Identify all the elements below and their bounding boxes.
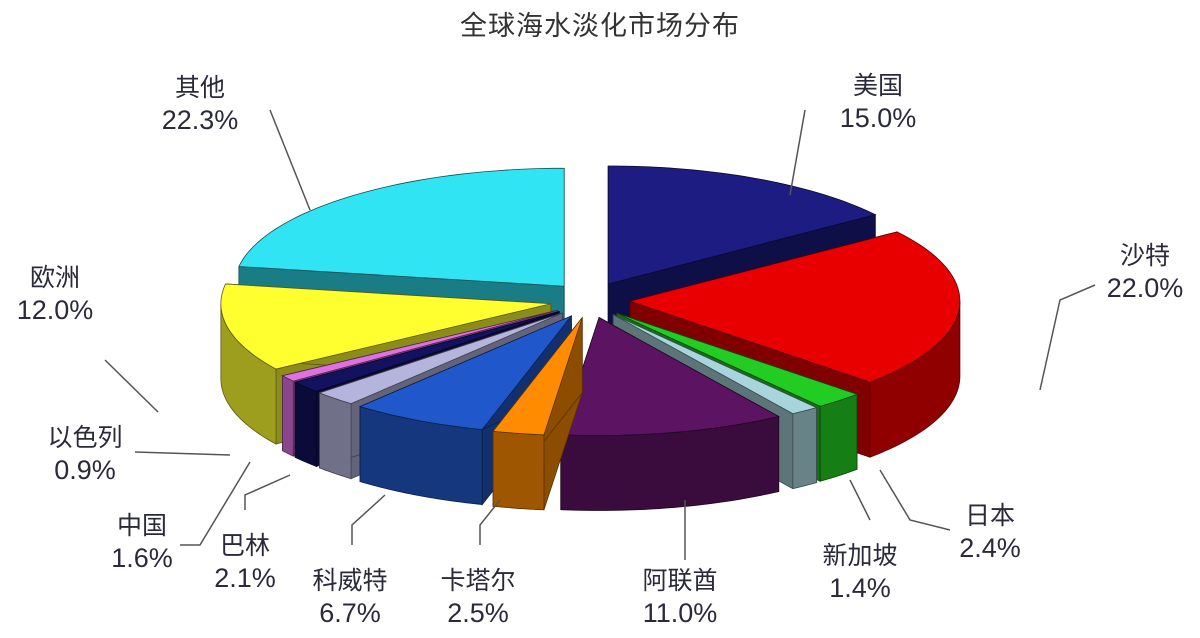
slice-top xyxy=(613,314,818,415)
label-other: 其他 22.3% xyxy=(162,72,239,136)
slice-value: 0.9% xyxy=(54,455,116,485)
slice-outer-wall xyxy=(492,430,545,511)
slice-top xyxy=(358,315,572,430)
slice-label: 以色列 xyxy=(47,423,123,452)
slice-value: 6.7% xyxy=(319,598,381,628)
leader-line-saudi xyxy=(1039,284,1096,391)
slice-label: 巴林 xyxy=(219,531,271,560)
slice-top xyxy=(238,167,565,287)
slice-top xyxy=(220,283,551,370)
slice-label: 沙特 xyxy=(1119,241,1170,270)
slice-4 xyxy=(560,316,780,511)
slice-5 xyxy=(492,316,583,511)
slice-top xyxy=(607,165,877,285)
label-europe: 欧洲 12.0% xyxy=(17,262,94,326)
leader-line-bahrain xyxy=(244,474,291,510)
slice-label: 阿联酋 xyxy=(642,566,718,595)
slice-label: 欧洲 xyxy=(29,263,80,292)
slice-top xyxy=(294,311,560,392)
leader-line-israel xyxy=(134,451,231,456)
slice-label: 其他 xyxy=(174,73,225,102)
slice-label: 卡塔尔 xyxy=(440,566,516,595)
label-saudi: 沙特 22.0% xyxy=(1107,240,1184,304)
slice-top xyxy=(616,312,859,407)
slice-value: 1.4% xyxy=(829,573,891,603)
slice-outer-wall xyxy=(294,381,317,467)
label-china: 中国 1.6% xyxy=(111,510,173,574)
leader-line-singapore xyxy=(849,479,871,521)
slice-outer-wall xyxy=(819,393,858,482)
slice-value: 11.0% xyxy=(642,598,718,628)
leader-line-usa xyxy=(789,109,806,196)
slice-value: 2.4% xyxy=(959,533,1021,563)
slice-top xyxy=(492,317,583,436)
leader-line-europe xyxy=(104,359,159,413)
slice-value: 1.6% xyxy=(111,543,173,573)
slice-outer-wall xyxy=(319,392,352,480)
slice-value: 2.5% xyxy=(447,598,509,628)
label-japan: 日本 2.4% xyxy=(959,500,1021,564)
label-usa: 美国 15.0% xyxy=(840,70,917,134)
label-qatar: 卡塔尔 2.5% xyxy=(440,565,515,629)
slice-6 xyxy=(358,314,572,506)
label-israel: 以色列 0.9% xyxy=(47,422,122,486)
leader-lines xyxy=(104,109,1096,560)
slice-value: 15.0% xyxy=(839,103,917,133)
leader-line-qatar xyxy=(479,499,501,545)
label-uae: 阿联酋 11.0% xyxy=(642,565,717,629)
leader-line-kuwait xyxy=(351,494,386,545)
slice-label: 中国 xyxy=(116,511,168,540)
slice-value: 22.3% xyxy=(161,105,239,135)
slice-top xyxy=(318,312,563,405)
label-singapore: 新加坡 1.4% xyxy=(822,540,897,604)
label-bahrain: 巴林 2.1% xyxy=(214,530,276,594)
chart-title: 全球海水淡化市场分布 xyxy=(460,11,740,42)
slice-outer-wall xyxy=(282,375,294,457)
leader-line-china xyxy=(180,461,251,546)
slice-value: 22.0% xyxy=(1106,273,1184,303)
slice-outer-wall xyxy=(792,407,817,490)
label-kuwait: 科威特 6.7% xyxy=(312,565,387,629)
slice-label: 新加坡 xyxy=(822,541,898,570)
slice-top xyxy=(628,231,961,383)
slice-value: 2.1% xyxy=(214,563,276,593)
leader-line-other xyxy=(269,109,311,211)
slice-value: 12.0% xyxy=(16,295,94,325)
slice-label: 日本 xyxy=(964,501,1016,530)
slice-label: 科威特 xyxy=(312,566,388,595)
leader-line-japan xyxy=(879,469,951,531)
slice-top xyxy=(281,309,558,382)
slice-top xyxy=(560,316,780,436)
slice-label: 美国 xyxy=(852,71,903,100)
